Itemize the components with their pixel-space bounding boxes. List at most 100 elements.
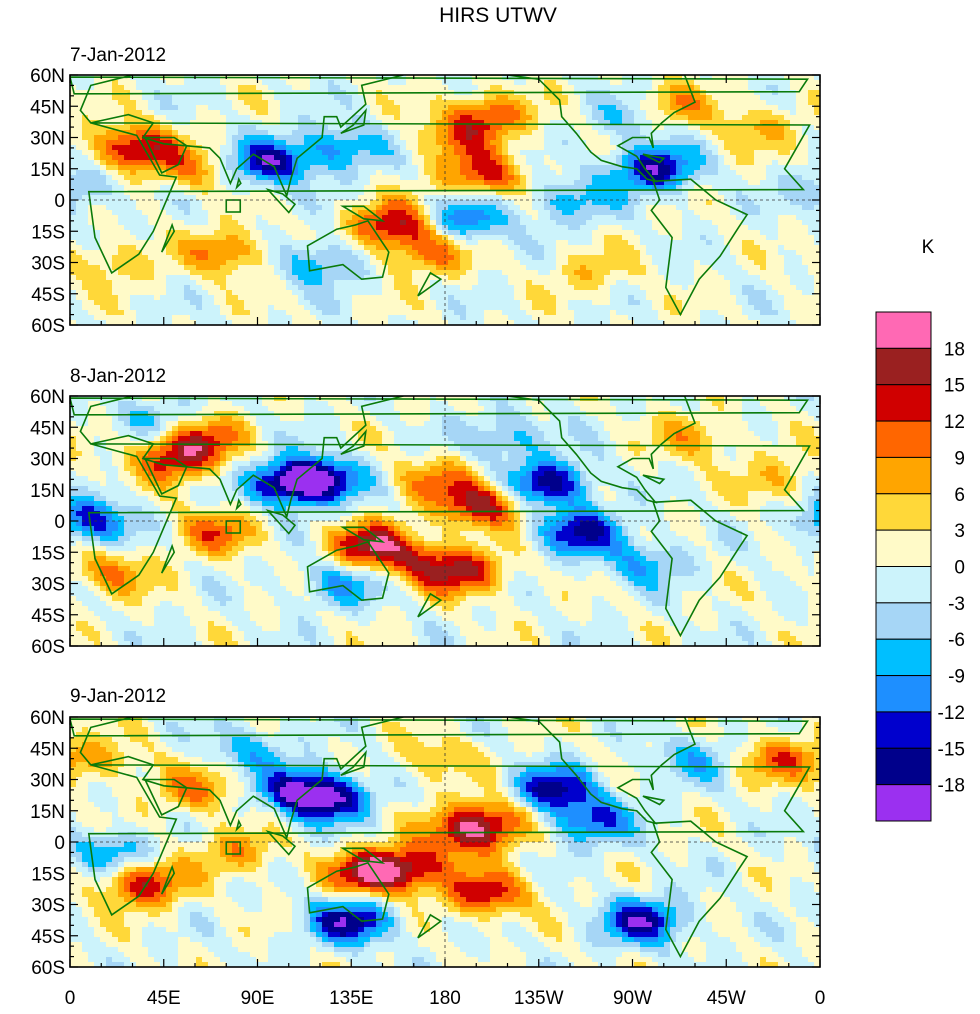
field-cell [172, 200, 179, 206]
field-cell [676, 195, 683, 201]
field-cell [262, 170, 269, 176]
field-cell [472, 225, 479, 231]
field-cell [178, 250, 185, 256]
field-cell [298, 220, 305, 226]
field-cell [460, 265, 467, 271]
field-cell [400, 265, 407, 271]
field-cell [688, 150, 695, 156]
field-cell [250, 125, 257, 131]
field-cell [736, 235, 743, 241]
field-cell [580, 150, 587, 156]
field-cell [754, 190, 761, 196]
field-cell [130, 230, 137, 236]
field-cell [538, 210, 545, 216]
field-cell [748, 265, 755, 271]
field-cell [454, 215, 461, 221]
field-cell [226, 270, 233, 276]
field-cell [454, 170, 461, 176]
field-cell [814, 215, 820, 221]
field-cell [292, 270, 299, 276]
field-cell [508, 225, 515, 231]
field-cell [256, 170, 263, 176]
field-cell [466, 195, 473, 201]
field-cell [190, 255, 197, 261]
field-cell [220, 190, 227, 196]
field-cell [214, 135, 221, 141]
field-cell [802, 145, 809, 151]
field-cell [88, 200, 95, 206]
field-cell [616, 105, 623, 111]
field-cell [280, 130, 287, 136]
field-cell [478, 245, 485, 251]
field-cell [442, 245, 449, 251]
field-cell [748, 215, 755, 221]
field-cell [250, 160, 257, 166]
field-cell [490, 220, 497, 226]
field-cell [394, 205, 401, 211]
field-cell [160, 100, 167, 106]
field-cell [808, 175, 815, 181]
field-cell [112, 235, 119, 241]
field-cell [514, 260, 521, 266]
field-cell [706, 105, 713, 111]
field-cell [760, 175, 767, 181]
field-cell [808, 110, 815, 116]
field-cell [796, 145, 803, 151]
field-cell [796, 125, 803, 131]
field-cell [148, 250, 155, 256]
field-cell [652, 75, 659, 81]
field-cell [532, 120, 539, 126]
field-cell [250, 190, 257, 196]
field-cell [382, 165, 389, 171]
field-cell [388, 160, 395, 166]
field-cell [256, 115, 263, 121]
field-cell [184, 220, 191, 226]
field-cell [136, 190, 143, 196]
field-cell [766, 225, 773, 231]
field-cell [172, 215, 179, 221]
field-cell [376, 270, 383, 276]
field-cell [160, 95, 167, 101]
field-cell [694, 190, 701, 196]
field-cell [460, 200, 467, 206]
field-cell [790, 135, 797, 141]
field-cell [256, 235, 263, 241]
field-cell [328, 100, 335, 106]
field-cell [250, 195, 257, 201]
field-cell [124, 170, 131, 176]
field-cell [520, 270, 527, 276]
field-cell [310, 265, 317, 271]
field-cell [562, 95, 569, 101]
field-cell [322, 180, 329, 186]
field-cell [556, 120, 563, 126]
field-cell [670, 260, 677, 266]
field-cell [418, 270, 425, 276]
field-cell [376, 205, 383, 211]
field-cell [550, 250, 557, 256]
field-cell [556, 135, 563, 141]
field-cell [778, 160, 785, 166]
field-cell [682, 180, 689, 186]
field-cell [622, 100, 629, 106]
field-cell [256, 140, 263, 146]
field-cell [400, 215, 407, 221]
field-cell [604, 255, 611, 261]
field-cell [460, 180, 467, 186]
field-cell [160, 250, 167, 256]
field-cell [376, 175, 383, 181]
field-cell [412, 135, 419, 141]
field-cell [622, 215, 629, 221]
field-cell [226, 230, 233, 236]
field-cell [184, 185, 191, 191]
field-cell [628, 115, 635, 121]
field-cell [634, 255, 641, 261]
field-cell [196, 225, 203, 231]
field-cell [580, 95, 587, 101]
field-cell [748, 115, 755, 121]
field-cell [334, 150, 341, 156]
field-cell [178, 115, 185, 121]
field-cell [652, 205, 659, 211]
field-cell [178, 160, 185, 166]
field-cell [190, 135, 197, 141]
field-cell [508, 155, 515, 161]
